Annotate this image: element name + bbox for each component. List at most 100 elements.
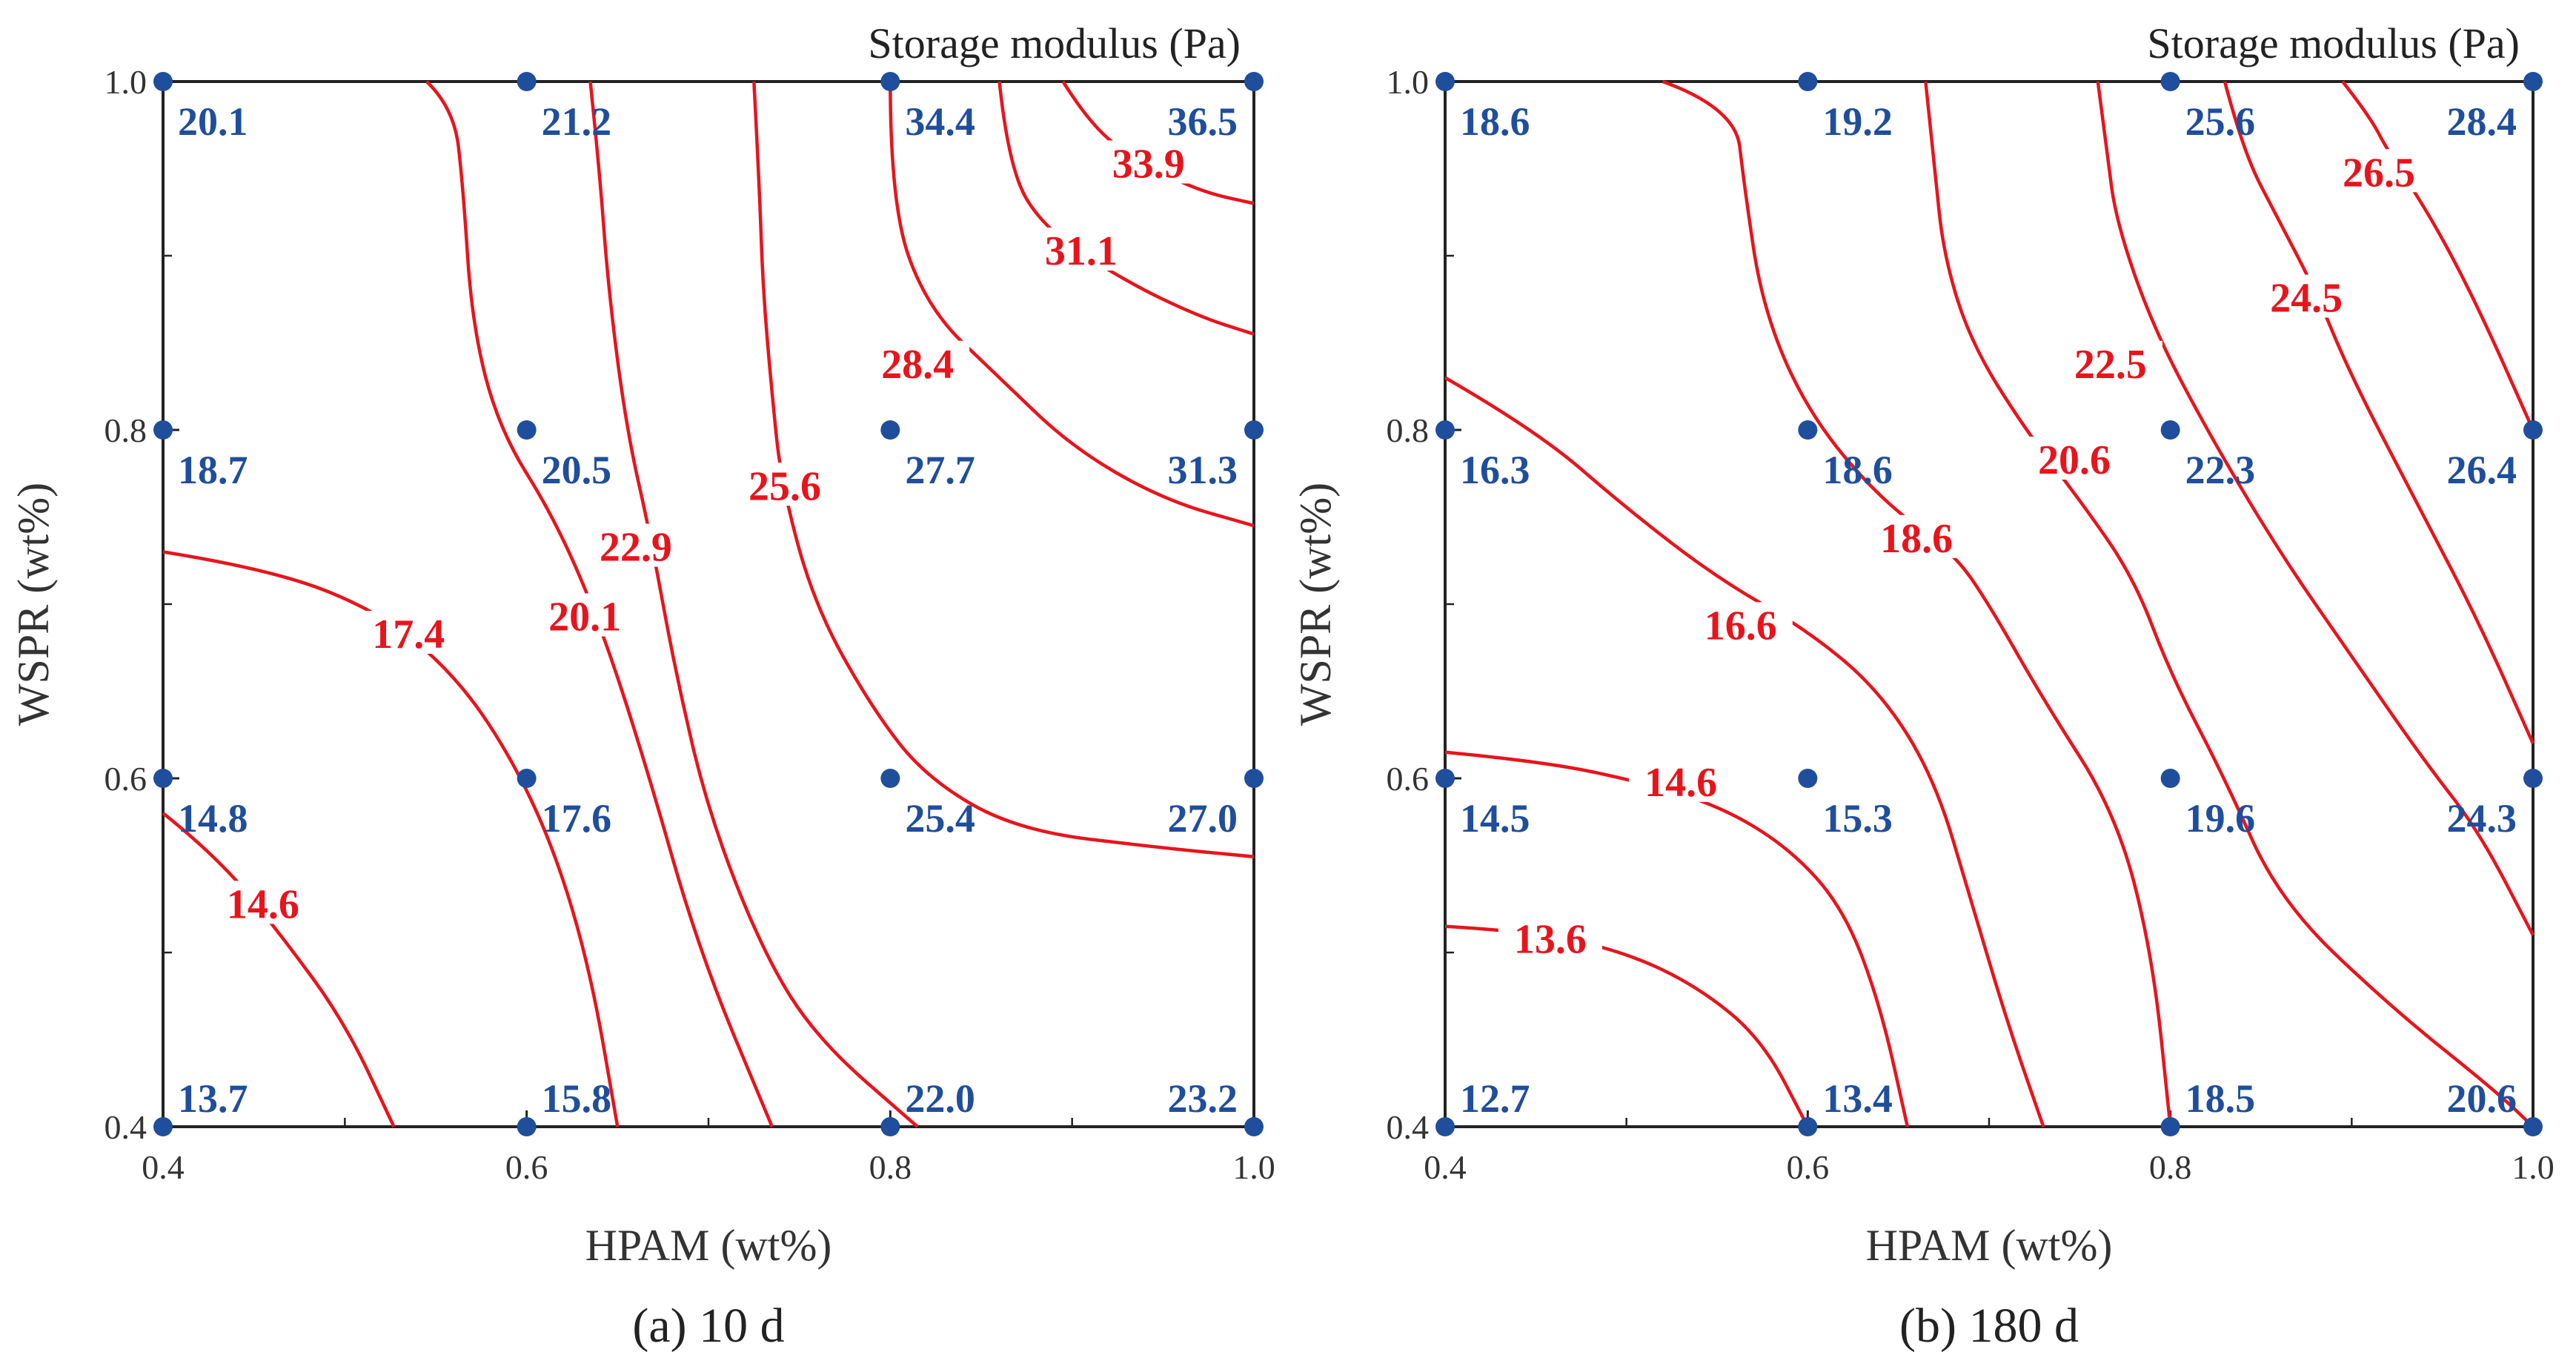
- data-point: [2523, 1117, 2543, 1136]
- point-value-label: 18.5: [2185, 1076, 2256, 1121]
- contour-label-bg: [2022, 437, 2126, 480]
- data-point: [1244, 1117, 1264, 1136]
- data-point: [517, 72, 537, 91]
- point-value-label: 18.7: [178, 448, 248, 492]
- point-value-label: 18.6: [1822, 448, 1893, 492]
- contour-label-17.4: 17.4: [372, 612, 445, 658]
- x-tick-label: 1.0: [1232, 1148, 1275, 1186]
- data-point: [1798, 72, 1818, 91]
- contour-label-bg: [583, 523, 688, 567]
- contour-line-16.6: [1444, 376, 2045, 1127]
- point-value-label: 20.6: [2447, 1076, 2517, 1121]
- data-point: [1798, 1117, 1818, 1136]
- data-point: [1244, 769, 1264, 788]
- point-value-label: 26.4: [2447, 448, 2517, 492]
- contour-label-bg: [733, 463, 837, 506]
- contour-label-24.5: 24.5: [2270, 275, 2343, 321]
- data-point: [153, 1117, 173, 1136]
- point-value-label: 20.5: [542, 448, 612, 492]
- chart-title: Storage modulus (Pa): [2147, 19, 2520, 67]
- point-value-label: 13.4: [1822, 1076, 1893, 1121]
- point-value-label: 34.4: [905, 99, 975, 144]
- data-point: [2523, 420, 2543, 440]
- contour-line-20.1: [425, 80, 774, 1127]
- data-point: [153, 769, 173, 788]
- point-value-label: 28.4: [2447, 99, 2517, 144]
- data-point: [153, 72, 173, 91]
- point-value-label: 12.7: [1460, 1076, 1530, 1121]
- point-value-label: 27.7: [905, 448, 975, 492]
- y-tick-label: 1.0: [1387, 63, 1430, 101]
- point-value-label: 15.8: [542, 1076, 612, 1121]
- data-point: [2160, 72, 2180, 91]
- data-point: [1244, 420, 1264, 440]
- contour-label-26.5: 26.5: [2343, 150, 2415, 196]
- y-tick-label: 0.8: [104, 411, 147, 449]
- panel-a: 0.40.4 0.6 0.6 0.8 0.8 1.0 1.0 14.6 17.4 20.1 22.9…: [9, 19, 1275, 1353]
- x-tick-label: 0.4: [142, 1148, 185, 1186]
- x-axis-label: HPAM (wt%): [585, 1221, 832, 1270]
- data-point: [517, 420, 537, 440]
- data-point: [1435, 1117, 1455, 1136]
- contour-label-31.1: 31.1: [1045, 228, 1118, 274]
- point-value-label: 25.4: [905, 796, 975, 841]
- contour-label-25.6: 25.6: [748, 463, 821, 509]
- x-tick-label: 0.6: [505, 1148, 548, 1186]
- contour-line-17.4: [162, 550, 620, 1127]
- data-point: [517, 1117, 537, 1136]
- point-value-label: 27.0: [1168, 796, 1238, 841]
- point-value-label: 21.2: [542, 99, 612, 144]
- data-point: [880, 420, 900, 440]
- x-tick-label: 0.8: [2149, 1148, 2192, 1186]
- data-point: [1435, 72, 1455, 91]
- point-value-label: 23.2: [1168, 1076, 1238, 1121]
- contour-line-14.6: [162, 812, 396, 1127]
- x-tick-label: 0.6: [1787, 1148, 1830, 1186]
- data-point: [880, 72, 900, 91]
- x-tick-label: 0.8: [869, 1148, 912, 1186]
- point-value-label: 17.6: [542, 796, 612, 841]
- data-point: [2523, 72, 2543, 91]
- point-value-label: 18.6: [1460, 99, 1530, 144]
- contour-label-bg: [2058, 340, 2162, 384]
- y-tick-label: 0.6: [1387, 760, 1430, 798]
- data-point: [2160, 420, 2180, 440]
- contour-label-bg: [866, 340, 970, 384]
- data-point: [2160, 1117, 2180, 1136]
- data-point: [1435, 769, 1455, 788]
- contour-label-22.9: 22.9: [600, 525, 672, 571]
- contour-line-22.5: [2096, 81, 2534, 936]
- point-value-label: 16.3: [1460, 448, 1530, 492]
- y-axis-label: WSPR (wt%): [1291, 483, 1340, 726]
- contour-label-13.6: 13.6: [1514, 916, 1587, 962]
- panel-caption: (b) 180 d: [1899, 1299, 2079, 1353]
- contour-line-22.9: [588, 81, 919, 1128]
- contour-label-bg: [1688, 602, 1793, 646]
- point-value-label: 22.0: [905, 1076, 975, 1121]
- x-tick-label: 1.0: [2512, 1148, 2555, 1186]
- data-point: [2160, 769, 2180, 788]
- contour-line-14.6: [1444, 750, 1910, 1127]
- contour-line-25.6: [752, 81, 1255, 858]
- contour-label-bg: [1096, 140, 1201, 184]
- contour-label-bg: [356, 611, 461, 654]
- contour-label-bg: [2327, 149, 2431, 193]
- point-value-label: 31.3: [1168, 448, 1238, 492]
- contour-label-bg: [1865, 514, 1969, 558]
- point-value-label: 22.3: [2185, 448, 2256, 492]
- contour-label-14.6: 14.6: [1644, 760, 1717, 806]
- y-axis-label: WSPR (wt%): [9, 483, 58, 726]
- contour-label-bg: [1029, 228, 1133, 271]
- panel-b: 0.40.4 0.6 0.6 0.8 0.8 1.0 1.0 13.6 14.6 16.6 18.6…: [1291, 19, 2555, 1353]
- point-value-label: 14.8: [178, 796, 248, 841]
- data-point: [1435, 420, 1455, 440]
- chart-title: Storage modulus (Pa): [868, 19, 1241, 67]
- contour-label-bg: [210, 881, 315, 924]
- data-point: [1244, 72, 1264, 91]
- point-value-label: 13.7: [178, 1076, 248, 1121]
- point-value-label: 24.3: [2447, 796, 2517, 841]
- data-point: [517, 769, 537, 788]
- x-axis-label: HPAM (wt%): [1866, 1221, 2113, 1270]
- data-point: [1798, 769, 1818, 788]
